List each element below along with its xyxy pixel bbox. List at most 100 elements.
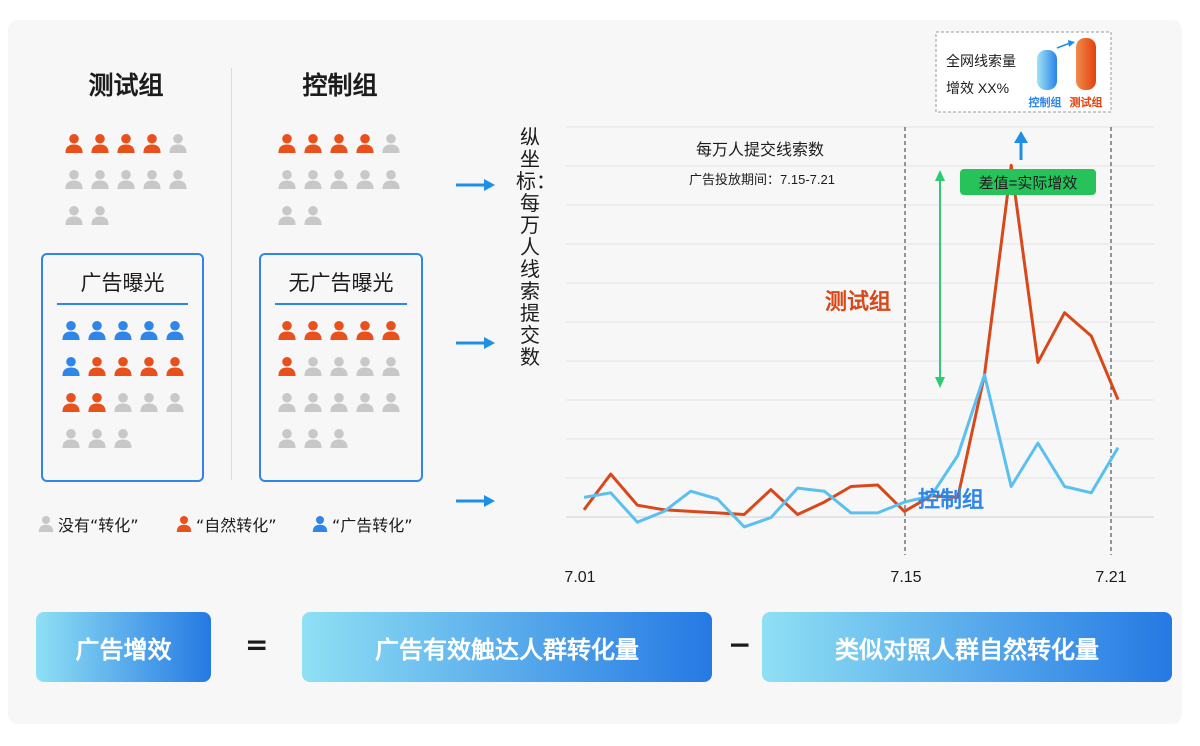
person-gray-icon bbox=[303, 356, 323, 377]
person-gray-icon bbox=[116, 169, 136, 190]
person-orange-icon bbox=[139, 356, 159, 377]
person-gray-icon bbox=[381, 356, 401, 377]
legend-natural-conversion-label: “自然转化” bbox=[196, 516, 277, 535]
series-line-0 bbox=[582, 163, 1120, 516]
person-orange-icon bbox=[176, 513, 192, 535]
person-orange-icon bbox=[355, 133, 375, 154]
person-gray-icon bbox=[61, 428, 81, 449]
legend-natural-conversion: “自然转化” bbox=[176, 512, 277, 536]
legend-no-conversion-label: 没有“转化” bbox=[58, 516, 139, 535]
person-gray-icon bbox=[277, 205, 297, 226]
person-gray-icon bbox=[355, 392, 375, 413]
equals-sign: = bbox=[245, 628, 269, 661]
person-blue-icon bbox=[312, 513, 328, 535]
inset-growth-arrowhead bbox=[1068, 40, 1075, 47]
person-blue-icon bbox=[87, 320, 107, 341]
person-gray-icon bbox=[90, 205, 110, 226]
people-row bbox=[277, 392, 401, 413]
arrow-right-icon bbox=[456, 179, 495, 191]
up-arrow-icon bbox=[1014, 131, 1028, 160]
person-gray-icon bbox=[381, 133, 401, 154]
inset-control-bar bbox=[1037, 50, 1057, 90]
person-orange-icon bbox=[64, 133, 84, 154]
people-row bbox=[277, 428, 349, 449]
person-gray-icon bbox=[329, 392, 349, 413]
person-gray-icon bbox=[277, 169, 297, 190]
person-gray-icon bbox=[355, 169, 375, 190]
formula-term1-text: 广告有效触达人群转化量 bbox=[375, 635, 639, 664]
person-gray-icon bbox=[142, 169, 162, 190]
group-divider bbox=[231, 68, 232, 480]
chart-ticks: 7.01 7.15 7.21 bbox=[564, 569, 1126, 586]
formula-lhs: 广告增效 bbox=[36, 612, 211, 682]
test-series-label: 测试组 bbox=[825, 289, 891, 314]
legend-ad-conversion: “广告转化” bbox=[312, 512, 413, 536]
ad-exposure-title: 广告曝光 bbox=[80, 271, 165, 295]
people-row bbox=[277, 356, 401, 377]
person-gray-icon bbox=[113, 428, 133, 449]
people-row bbox=[277, 320, 401, 341]
formula-term1: 广告有效触达人群转化量 bbox=[302, 612, 712, 682]
person-blue-icon bbox=[113, 320, 133, 341]
inset-control-label: 控制组 bbox=[1029, 95, 1062, 109]
person-gray-icon bbox=[329, 428, 349, 449]
person-gray-icon bbox=[165, 392, 185, 413]
inset-line2: 增效 XX% bbox=[946, 80, 1009, 96]
x-tick-label: 7.21 bbox=[1095, 569, 1126, 586]
person-gray-icon bbox=[355, 356, 375, 377]
chart-vlines bbox=[904, 127, 1112, 555]
person-gray-icon bbox=[303, 392, 323, 413]
person-gray-icon bbox=[329, 169, 349, 190]
inset-growth-arrow bbox=[1056, 42, 1071, 49]
people-row bbox=[277, 205, 323, 226]
person-gray-icon bbox=[381, 392, 401, 413]
formula-term2-text: 类似对照人群自然转化量 bbox=[835, 635, 1099, 664]
person-gray-icon bbox=[113, 392, 133, 413]
person-orange-icon bbox=[329, 133, 349, 154]
legend-ad-conversion-label: “广告转化” bbox=[332, 516, 413, 535]
person-orange-icon bbox=[87, 392, 107, 413]
person-gray-icon bbox=[64, 169, 84, 190]
chart-lines bbox=[582, 163, 1120, 529]
person-gray-icon bbox=[168, 133, 188, 154]
person-orange-icon bbox=[113, 356, 133, 377]
arrow-right-icon bbox=[456, 337, 495, 349]
difference-arrow bbox=[935, 170, 945, 388]
people-row bbox=[277, 169, 401, 190]
person-orange-icon bbox=[329, 320, 349, 341]
no-ad-exposure-underline bbox=[275, 303, 407, 305]
person-gray-icon bbox=[303, 205, 323, 226]
people-row bbox=[64, 205, 110, 226]
person-orange-icon bbox=[277, 356, 297, 377]
person-gray-icon bbox=[168, 169, 188, 190]
person-gray-icon bbox=[381, 169, 401, 190]
people-row bbox=[61, 356, 185, 377]
people-row bbox=[61, 392, 185, 413]
person-orange-icon bbox=[355, 320, 375, 341]
person-blue-icon bbox=[61, 320, 81, 341]
chart-title: 每万人提交线索数 bbox=[696, 141, 824, 159]
person-gray-icon bbox=[329, 356, 349, 377]
inset-test-bar bbox=[1076, 38, 1096, 90]
x-tick-label: 7.01 bbox=[564, 569, 595, 586]
person-gray-icon bbox=[64, 205, 84, 226]
person-blue-icon bbox=[165, 320, 185, 341]
person-orange-icon bbox=[90, 133, 110, 154]
people-row bbox=[64, 169, 188, 190]
person-gray-icon bbox=[303, 428, 323, 449]
inset-line1: 全网线索量 bbox=[946, 53, 1016, 69]
chart-grid bbox=[566, 126, 1154, 518]
formula-term2: 类似对照人群自然转化量 bbox=[762, 612, 1172, 682]
person-gray-icon bbox=[90, 169, 110, 190]
ad-exposure-underline bbox=[57, 303, 188, 305]
person-orange-icon bbox=[303, 133, 323, 154]
person-gray-icon bbox=[303, 169, 323, 190]
arrow-right-icon bbox=[456, 495, 495, 507]
person-orange-icon bbox=[61, 392, 81, 413]
formula-lhs-text: 广告增效 bbox=[75, 635, 172, 664]
person-orange-icon bbox=[277, 133, 297, 154]
person-blue-icon bbox=[61, 356, 81, 377]
person-orange-icon bbox=[142, 133, 162, 154]
minus-sign: − bbox=[728, 628, 752, 661]
inset-test-label: 测试组 bbox=[1070, 95, 1103, 109]
